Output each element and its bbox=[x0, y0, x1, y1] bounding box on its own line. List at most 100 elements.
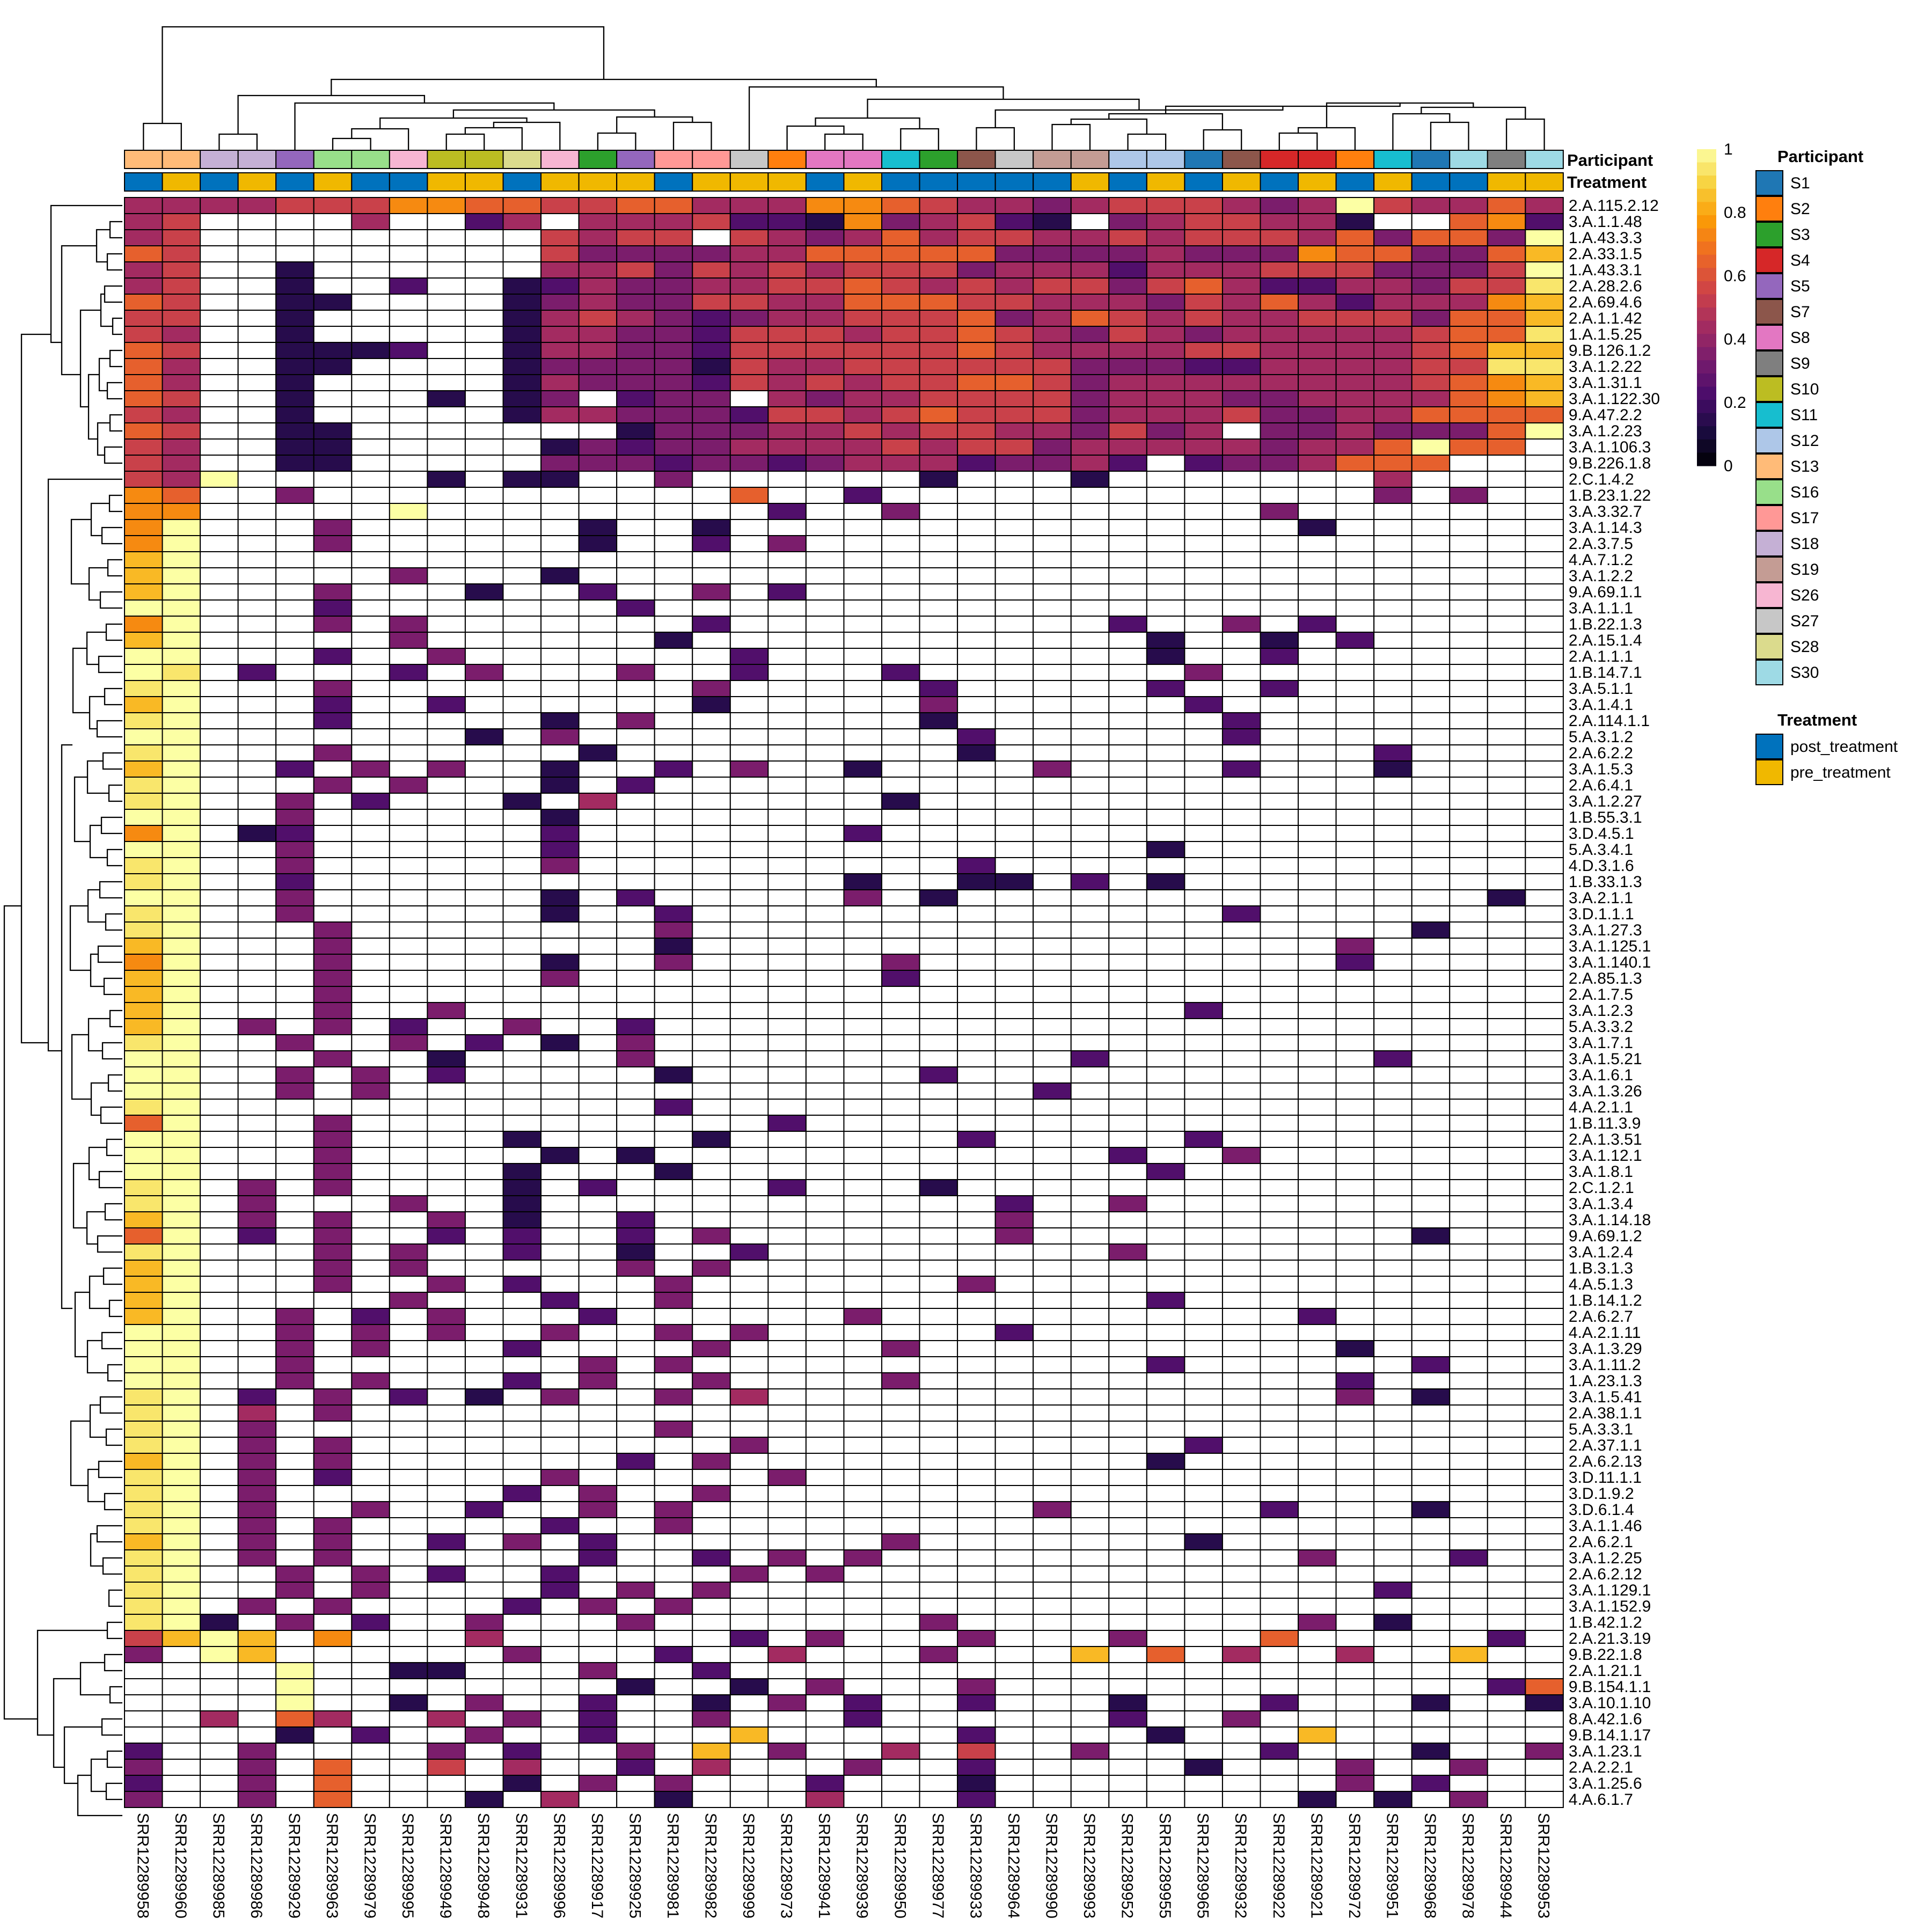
heatmap-cell bbox=[805, 938, 845, 955]
heatmap-cell bbox=[957, 632, 996, 649]
heatmap-cell bbox=[1411, 1292, 1451, 1309]
dendrogram-link bbox=[105, 913, 122, 931]
heatmap-cell bbox=[1184, 567, 1223, 584]
heatmap-cell bbox=[237, 1678, 277, 1695]
heatmap-cell bbox=[1373, 1726, 1413, 1744]
row-label: 3.A.1.31.1 bbox=[1569, 374, 1642, 392]
heatmap-cell bbox=[237, 1195, 277, 1212]
heatmap-cell bbox=[237, 1308, 277, 1325]
heatmap-cell bbox=[1335, 616, 1375, 633]
heatmap-cell bbox=[275, 1630, 314, 1647]
heatmap-cell bbox=[1373, 277, 1413, 295]
heatmap-cell bbox=[275, 358, 314, 375]
heatmap-cell bbox=[1298, 342, 1337, 359]
heatmap-cell bbox=[843, 696, 882, 713]
heatmap-cell bbox=[767, 873, 807, 890]
heatmap-cell bbox=[805, 1243, 845, 1261]
heatmap-cell bbox=[1298, 406, 1337, 423]
heatmap-cell bbox=[1335, 1034, 1375, 1051]
heatmap-cell bbox=[1449, 1179, 1488, 1196]
heatmap-cell bbox=[389, 1759, 428, 1776]
heatmap-cell bbox=[1298, 1453, 1337, 1470]
heatmap-cell bbox=[729, 664, 769, 681]
heatmap-cell bbox=[124, 1324, 163, 1341]
heatmap-cell bbox=[502, 1743, 542, 1760]
color-scale-segment bbox=[1697, 215, 1716, 229]
heatmap-cell bbox=[1260, 873, 1299, 890]
heatmap-cell bbox=[313, 503, 353, 520]
heatmap-cell bbox=[1033, 1260, 1072, 1277]
heatmap-cell bbox=[275, 1195, 314, 1212]
participant-legend-label: S3 bbox=[1790, 226, 1810, 244]
heatmap-cell bbox=[578, 1340, 618, 1357]
heatmap-cell bbox=[805, 1710, 845, 1728]
heatmap-cell bbox=[919, 857, 958, 874]
heatmap-cell bbox=[1335, 438, 1375, 456]
heatmap-cell bbox=[540, 1598, 580, 1615]
heatmap-cell bbox=[994, 197, 1034, 214]
heatmap-cell bbox=[654, 1292, 693, 1309]
heatmap-cell bbox=[1525, 857, 1564, 874]
heatmap-cell bbox=[1070, 1421, 1110, 1438]
heatmap-cell bbox=[275, 455, 314, 472]
heatmap-cell bbox=[805, 1549, 845, 1567]
heatmap-cell bbox=[464, 938, 504, 955]
row-label: 5.A.3.4.1 bbox=[1569, 841, 1633, 859]
dendrogram-link bbox=[98, 357, 110, 392]
heatmap-cell bbox=[1070, 1066, 1110, 1084]
heatmap-cell bbox=[502, 342, 542, 359]
dendrogram-link bbox=[53, 1678, 80, 1768]
heatmap-cell bbox=[957, 1388, 996, 1406]
heatmap-cell bbox=[1184, 1372, 1223, 1389]
heatmap-cell bbox=[313, 197, 353, 214]
heatmap-cell bbox=[237, 567, 277, 584]
heatmap-cell bbox=[1487, 905, 1526, 923]
row-label: 3.A.1.2.25 bbox=[1569, 1549, 1642, 1567]
heatmap-cell bbox=[957, 1437, 996, 1454]
heatmap-cell bbox=[124, 744, 163, 762]
heatmap-cell bbox=[1525, 1421, 1564, 1438]
heatmap-cell bbox=[729, 1533, 769, 1550]
heatmap-cell bbox=[1525, 1743, 1564, 1760]
heatmap-cell bbox=[994, 294, 1034, 311]
heatmap-cell bbox=[351, 1662, 390, 1679]
heatmap-cell bbox=[1033, 422, 1072, 440]
column-label: SRR12289929 bbox=[286, 1813, 303, 1919]
heatmap-cell bbox=[616, 551, 655, 568]
heatmap-cell bbox=[1070, 1694, 1110, 1711]
heatmap-cell bbox=[957, 519, 996, 536]
dendrogram-link bbox=[105, 623, 122, 641]
heatmap-cell bbox=[162, 1211, 201, 1228]
heatmap-cell bbox=[881, 664, 920, 681]
heatmap-cell bbox=[1108, 1308, 1147, 1325]
heatmap-cell bbox=[1033, 1324, 1072, 1341]
heatmap-cell bbox=[389, 1179, 428, 1196]
heatmap-cell bbox=[1146, 1163, 1185, 1180]
heatmap-cell bbox=[957, 294, 996, 311]
treatment-annotation-cell bbox=[919, 172, 958, 192]
heatmap-cell bbox=[1146, 1437, 1185, 1454]
participant-legend-label: S12 bbox=[1790, 432, 1819, 450]
heatmap-cell bbox=[1033, 857, 1072, 874]
heatmap-cell bbox=[1033, 632, 1072, 649]
heatmap-cell bbox=[1070, 277, 1110, 295]
heatmap-cell bbox=[200, 487, 239, 504]
heatmap-cell bbox=[1298, 1501, 1337, 1518]
heatmap-cell bbox=[1373, 1614, 1413, 1631]
heatmap-cell bbox=[313, 1533, 353, 1550]
heatmap-cell bbox=[1146, 873, 1185, 890]
heatmap-cell bbox=[1070, 1131, 1110, 1148]
heatmap-cell bbox=[957, 1308, 996, 1325]
heatmap-cell bbox=[313, 358, 353, 375]
heatmap-cell bbox=[237, 213, 277, 230]
heatmap-cell bbox=[1449, 1501, 1488, 1518]
heatmap-cell bbox=[1221, 921, 1261, 939]
heatmap-cell bbox=[805, 374, 845, 391]
heatmap-cell bbox=[1487, 294, 1526, 311]
heatmap-cell bbox=[540, 825, 580, 842]
heatmap-cell bbox=[502, 841, 542, 858]
heatmap-cell bbox=[1411, 390, 1451, 407]
heatmap-cell bbox=[502, 1694, 542, 1711]
heatmap-cell bbox=[843, 1340, 882, 1357]
column-label: SRR12289993 bbox=[1080, 1813, 1098, 1919]
